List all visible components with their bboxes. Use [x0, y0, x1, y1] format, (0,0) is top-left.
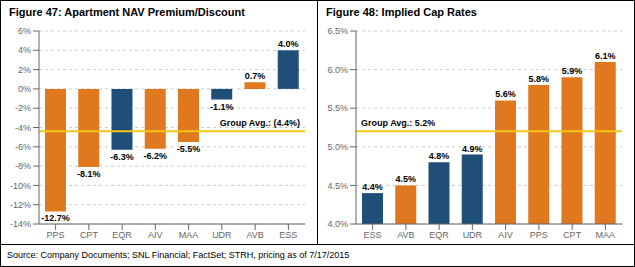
svg-text:-12%: -12% — [10, 200, 31, 210]
svg-text:6.5%: 6.5% — [327, 26, 348, 36]
svg-text:AVB: AVB — [397, 230, 414, 240]
svg-text:ESS: ESS — [279, 230, 297, 240]
svg-text:MAA: MAA — [596, 230, 616, 240]
svg-text:5.9%: 5.9% — [562, 66, 583, 76]
svg-text:6%: 6% — [18, 26, 31, 36]
svg-text:-1.1%: -1.1% — [210, 102, 234, 112]
svg-text:0%: 0% — [18, 84, 31, 94]
svg-text:-6.3%: -6.3% — [110, 152, 134, 162]
svg-text:4.5%: 4.5% — [327, 181, 348, 191]
svg-text:AVB: AVB — [246, 230, 263, 240]
svg-text:4.0%: 4.0% — [327, 219, 348, 229]
svg-text:AIV: AIV — [498, 230, 513, 240]
svg-text:Group Avg.: (4.4%): Group Avg.: (4.4%) — [220, 118, 300, 128]
svg-text:EQR: EQR — [429, 230, 449, 240]
svg-text:6.0%: 6.0% — [327, 65, 348, 75]
svg-text:4.0%: 4.0% — [278, 39, 299, 49]
svg-text:0.7%: 0.7% — [245, 71, 266, 81]
svg-text:CPT: CPT — [80, 230, 99, 240]
svg-text:UDR: UDR — [463, 230, 483, 240]
svg-text:-6.2%: -6.2% — [143, 151, 167, 161]
svg-text:-4%: -4% — [15, 123, 31, 133]
svg-text:4%: 4% — [18, 45, 31, 55]
svg-text:PPS: PPS — [47, 230, 65, 240]
svg-text:4.9%: 4.9% — [462, 144, 483, 154]
html-text:Figure 48: Implied Cap Rates: Figure 48: Implied Cap Rates — [326, 6, 477, 18]
svg-text:-12.7%: -12.7% — [41, 213, 70, 223]
svg-text:Group Avg.: 5.2%: Group Avg.: 5.2% — [361, 118, 435, 128]
svg-text:-5.5%: -5.5% — [177, 144, 201, 154]
svg-text:UDR: UDR — [212, 230, 232, 240]
svg-text:4.8%: 4.8% — [429, 151, 450, 161]
svg-text:MAA: MAA — [179, 230, 199, 240]
svg-text:4.5%: 4.5% — [395, 174, 416, 184]
svg-text:ESS: ESS — [364, 230, 382, 240]
svg-text:-14%: -14% — [10, 219, 31, 229]
svg-text:4.4%: 4.4% — [362, 182, 383, 192]
svg-text:-2%: -2% — [15, 103, 31, 113]
svg-text:-8%: -8% — [15, 161, 31, 171]
svg-text:AIV: AIV — [148, 230, 163, 240]
svg-text:-10%: -10% — [10, 181, 31, 191]
html-text:Source: Company Documents; SNL: Source: Company Documents; SNL Financial… — [7, 250, 350, 260]
svg-text:-8.1%: -8.1% — [77, 169, 101, 179]
svg-text:5.0%: 5.0% — [327, 142, 348, 152]
svg-text:-6%: -6% — [15, 142, 31, 152]
svg-text:5.8%: 5.8% — [528, 74, 549, 84]
svg-text:PPS: PPS — [530, 230, 548, 240]
svg-text:CPT: CPT — [563, 230, 582, 240]
svg-text:6.1%: 6.1% — [595, 51, 616, 61]
svg-text:5.6%: 5.6% — [495, 89, 516, 99]
svg-text:2%: 2% — [18, 65, 31, 75]
html-text:Figure 47: Apartment NAV Premi: Figure 47: Apartment NAV Premium/Discoun… — [9, 6, 245, 18]
svg-text:5.5%: 5.5% — [327, 103, 348, 113]
svg-text:EQR: EQR — [112, 230, 132, 240]
